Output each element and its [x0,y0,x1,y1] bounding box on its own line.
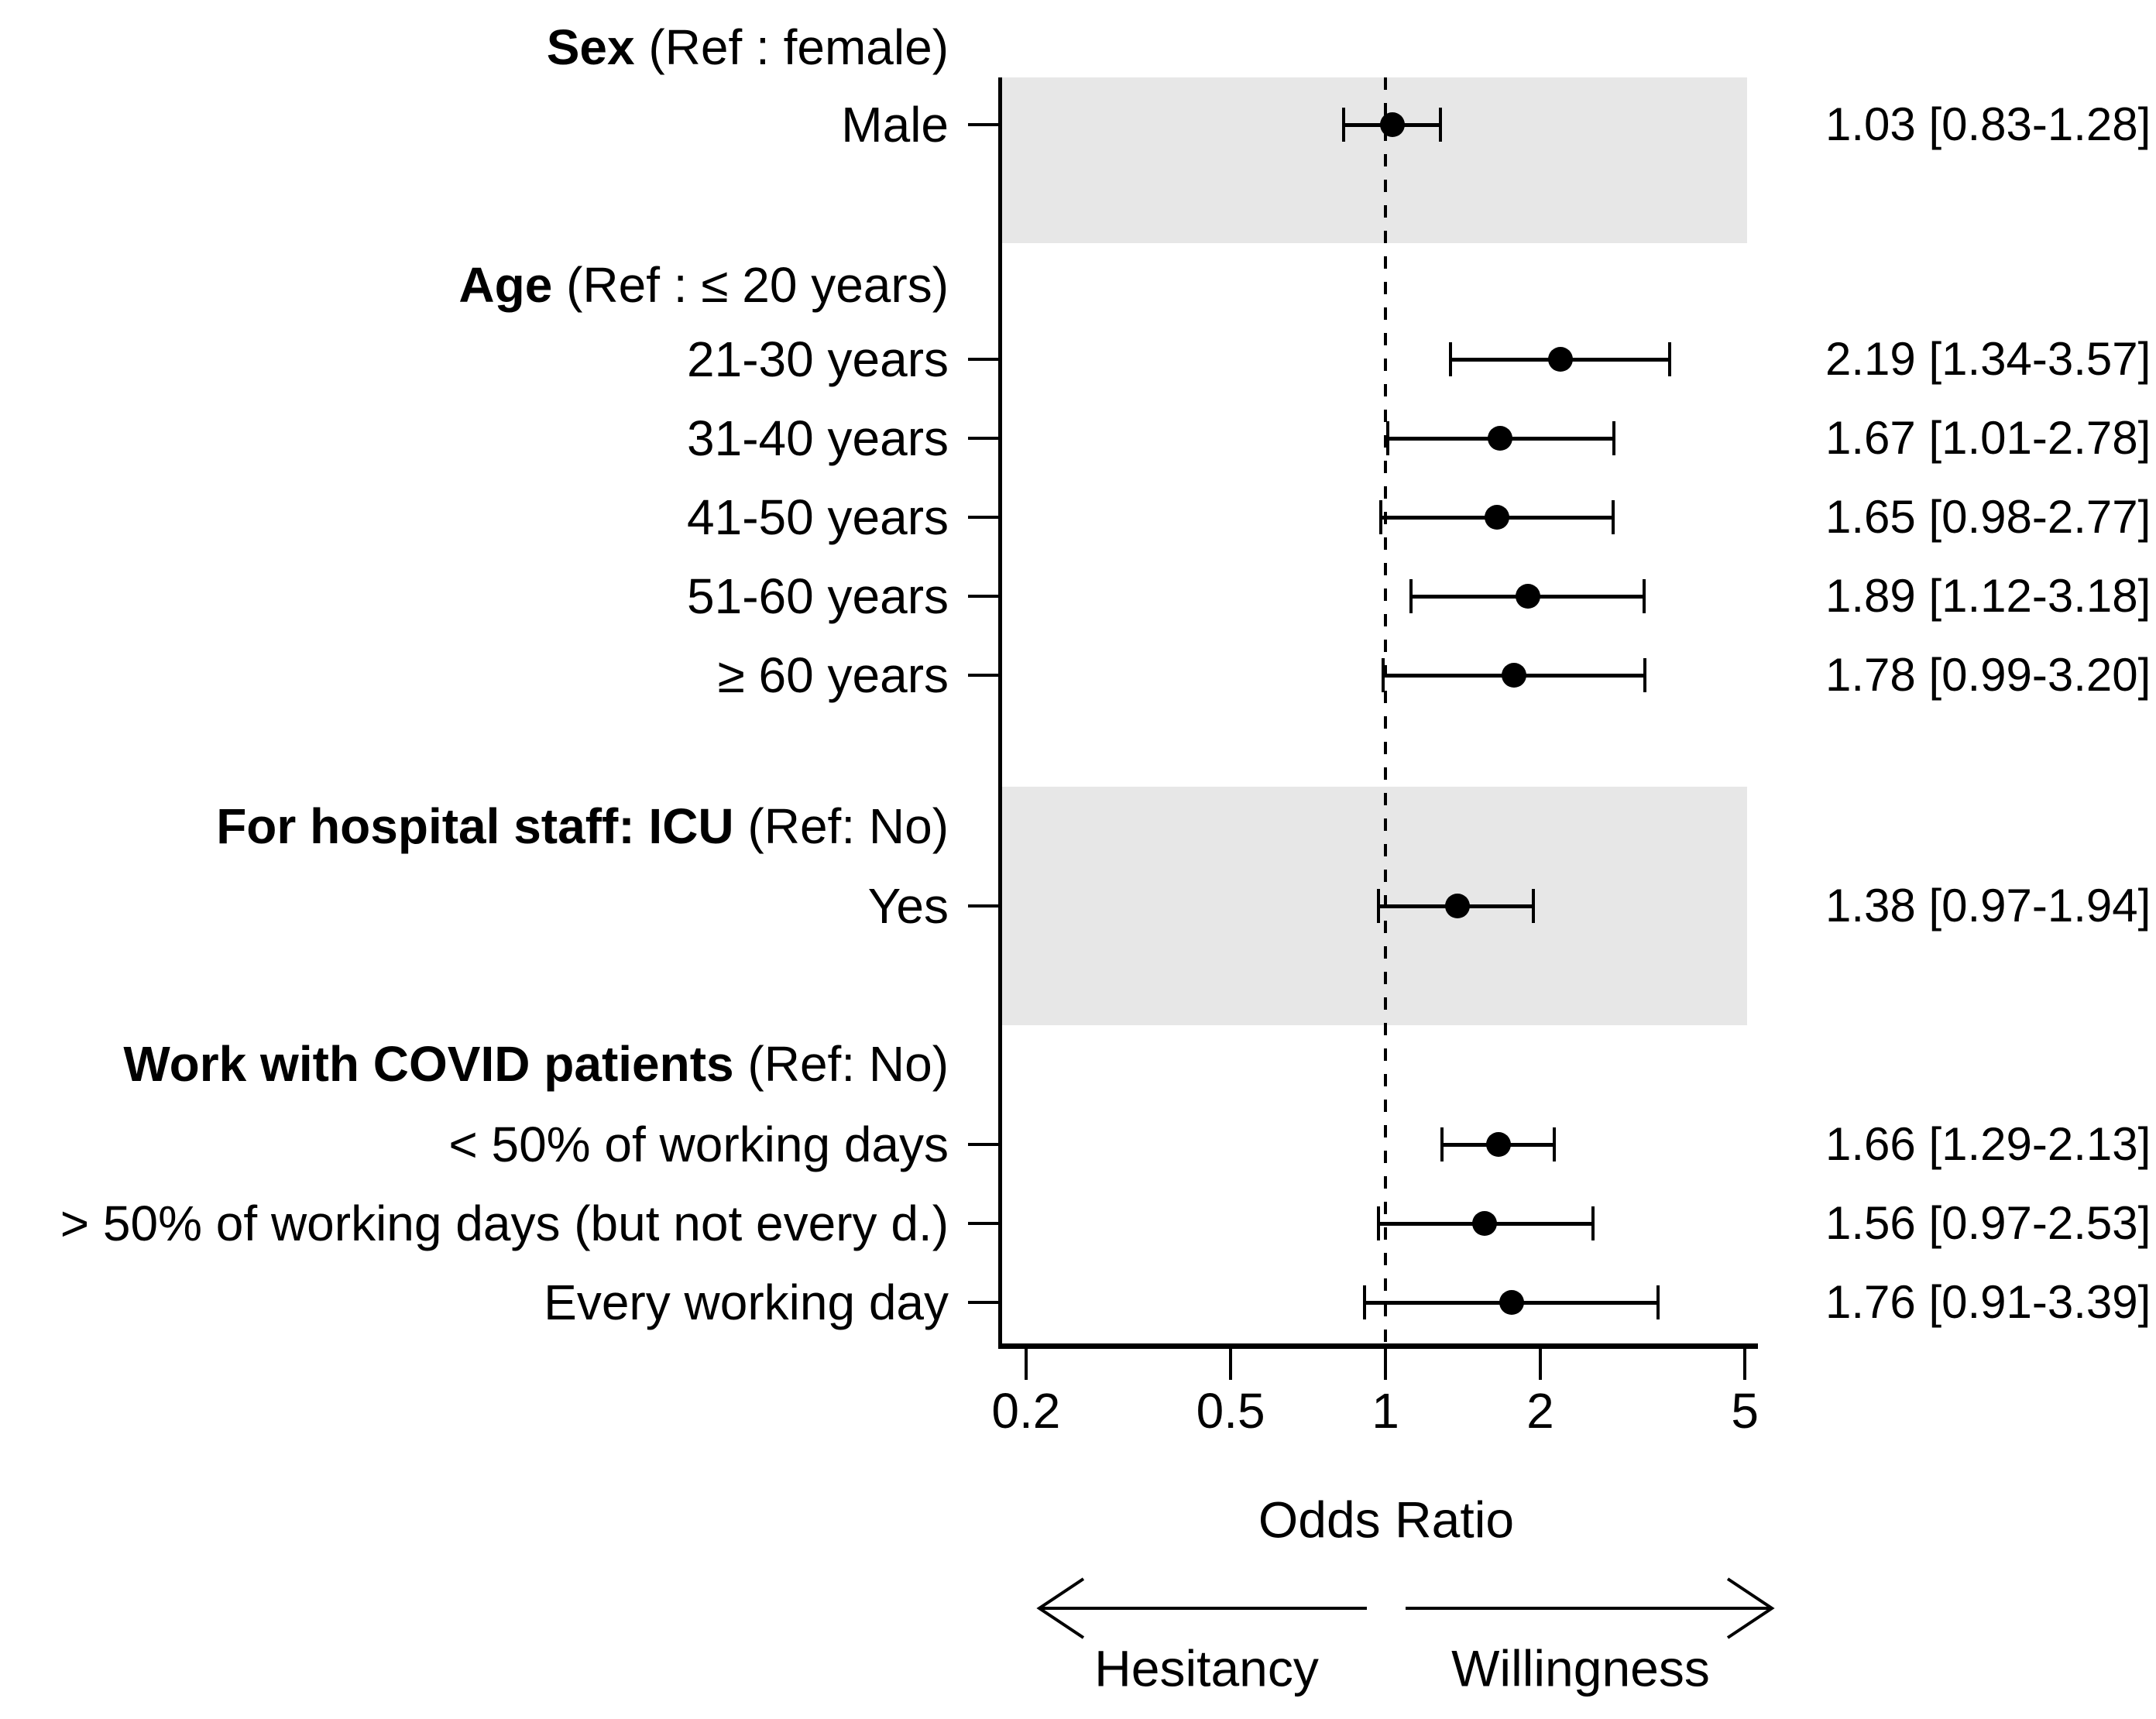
ci-cap [1611,500,1615,534]
ci-cap [1591,1206,1595,1240]
or-value: 1.66 [1.29-2.13] [1825,1118,2151,1170]
point-marker [1444,894,1470,918]
or-value: 1.38 [0.97-1.94] [1825,880,2151,932]
x-axis-tick [1743,1346,1747,1380]
willingness-arrow [1406,1577,1775,1639]
x-tick-label: 0.2 [991,1382,1061,1439]
ci-cap [1667,342,1671,376]
or-value: 1.67 [1.01-2.78] [1825,412,2151,464]
x-axis-line [998,1343,1758,1349]
ci-cap [1377,889,1381,923]
row-tick [968,595,1000,598]
ci-cap [1642,579,1646,613]
or-value: 1.56 [0.97-2.53] [1825,1197,2151,1249]
row-tick [968,1143,1000,1146]
ci-cap [1553,1127,1557,1161]
hesitancy-arrow [1036,1577,1367,1639]
ci-cap [1409,579,1413,613]
x-axis-title: Odds Ratio [1258,1491,1515,1549]
row-label: 21-30 years [687,331,949,387]
point-marker [1472,1211,1498,1236]
point-marker [1485,505,1510,530]
x-axis-tick [1024,1346,1028,1380]
row-label: Male [841,96,949,153]
group-heading-ref: (Ref : female) [634,19,949,75]
y-axis-line [998,77,1002,1346]
ci-cap [1532,889,1536,923]
group-heading: Sex (Ref : female) [547,20,949,74]
row-tick [968,437,1000,440]
point-marker [1486,1132,1512,1157]
group-heading-name: Sex [546,19,635,75]
row-tick [968,904,1000,908]
x-tick-label: 1 [1372,1382,1399,1439]
ci-cap [1382,658,1385,692]
x-tick-label: 0.5 [1196,1382,1265,1439]
ci-cap [1385,421,1389,455]
x-axis-tick [1384,1346,1387,1380]
point-marker [1548,347,1574,372]
group-heading-name: Work with COVID patients [123,1035,734,1092]
hesitancy-label: Hesitancy [1094,1639,1319,1697]
row-label: < 50% of working days [448,1116,949,1172]
or-value: 1.89 [1.12-3.18] [1825,570,2151,622]
row-tick [968,123,1000,126]
ci-cap [1643,658,1647,692]
x-tick-label: 5 [1731,1382,1759,1439]
row-tick [968,674,1000,677]
group-heading-name: Age [458,256,553,313]
or-value: 1.78 [0.99-3.20] [1825,649,2151,701]
group-heading-ref: (Ref : ≤ 20 years) [552,256,949,313]
ci-cap [1449,342,1453,376]
row-label: 31-40 years [687,410,949,466]
row-tick [968,1301,1000,1304]
row-label: Every working day [544,1274,949,1330]
point-marker [1499,1290,1525,1315]
group-heading-ref: (Ref: No) [733,1035,949,1092]
point-marker [1487,426,1512,451]
row-label: Yes [867,877,949,934]
or-value: 1.65 [0.98-2.77] [1825,491,2151,543]
row-label: > 50% of working days (but not every d.) [60,1195,949,1251]
row-label: 51-60 years [687,568,949,624]
ci-cap [1439,108,1443,142]
row-tick [968,1222,1000,1225]
ci-cap [1440,1127,1444,1161]
ci-cap [1362,1285,1366,1319]
ci-cap [1612,421,1615,455]
group-heading: For hospital staff: ICU (Ref: No) [216,799,949,853]
shaded-band [1000,77,1747,243]
x-axis-tick [1538,1346,1542,1380]
ci-cap [1377,1206,1381,1240]
point-marker [1379,112,1405,137]
ci-cap [1656,1285,1660,1319]
group-heading: Work with COVID patients (Ref: No) [123,1037,949,1091]
point-marker [1515,584,1540,609]
ci-cap [1379,500,1383,534]
x-tick-label: 2 [1526,1382,1554,1439]
x-axis-tick [1229,1346,1233,1380]
group-heading-ref: (Ref: No) [733,798,949,854]
group-heading: Age (Ref : ≤ 20 years) [458,258,949,312]
willingness-label: Willingness [1451,1639,1710,1697]
group-heading-name: For hospital staff: ICU [216,798,734,854]
ci-cap [1342,108,1346,142]
row-tick [968,358,1000,361]
or-value: 1.03 [0.83-1.28] [1825,98,2151,150]
or-value: 2.19 [1.34-3.57] [1825,333,2151,385]
shaded-band [1000,787,1747,1025]
row-label: ≥ 60 years [717,647,949,703]
row-label: 41-50 years [687,489,949,545]
or-value: 1.76 [0.91-3.39] [1825,1276,2151,1328]
point-marker [1502,663,1527,688]
row-tick [968,516,1000,519]
